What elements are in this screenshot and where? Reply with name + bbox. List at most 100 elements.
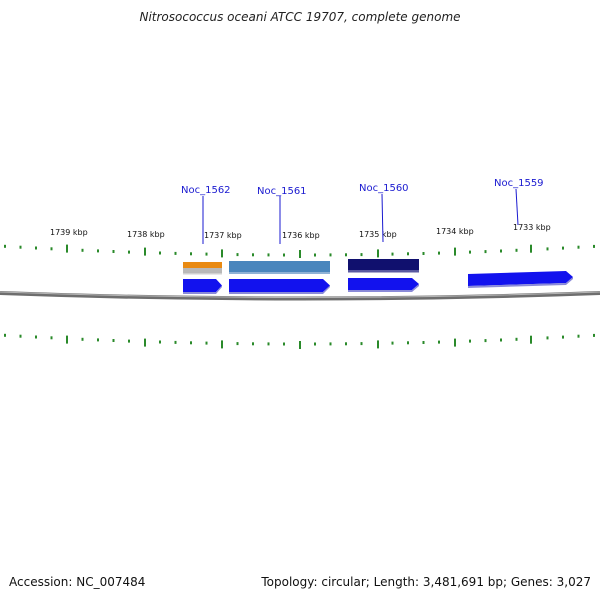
major-tick [299, 250, 301, 258]
minor-tick [360, 253, 363, 257]
minor-tick [97, 338, 99, 342]
minor-tick [314, 253, 316, 257]
minor-tick [407, 252, 409, 256]
minor-tick [562, 335, 564, 339]
gene-arrow-noc1559[interactable] [468, 271, 573, 288]
leader-line-noc1560 [381, 193, 384, 243]
scale-label-1738: 1738 kbp [127, 230, 165, 239]
major-tick [144, 338, 146, 347]
minor-tick [19, 334, 22, 338]
minor-tick [190, 252, 192, 256]
minor-tick [546, 336, 549, 340]
major-tick [144, 247, 146, 256]
minor-tick [515, 248, 518, 252]
minor-tick [422, 341, 425, 344]
gene-label-noc1560[interactable]: Noc_1560 [359, 183, 409, 194]
minor-tick [469, 250, 471, 254]
minor-tick [205, 341, 208, 345]
scale-label-1734: 1734 kbp [436, 227, 474, 236]
minor-tick [484, 339, 487, 343]
major-tick [66, 335, 68, 344]
accession-text: Accession: NC_007484 [9, 575, 146, 589]
minor-tick [562, 246, 564, 250]
minor-tick [19, 245, 22, 249]
minor-tick [267, 342, 270, 346]
minor-tick [4, 244, 6, 248]
minor-tick [391, 252, 394, 256]
scale-label-1739: 1739 kbp [50, 228, 88, 237]
scale-label-1735: 1735 kbp [359, 230, 397, 239]
minor-tick [190, 341, 192, 345]
gene-arrow-noc1562[interactable] [183, 279, 222, 294]
minor-tick [500, 338, 502, 342]
minor-tick [391, 341, 394, 345]
gene-arrow-noc1560[interactable] [348, 278, 419, 292]
minor-tick [515, 337, 518, 341]
minor-tick [407, 341, 409, 345]
minor-tick [593, 244, 595, 248]
minor-tick [236, 253, 239, 257]
cog-feature-noc1562[interactable] [183, 262, 222, 275]
minor-tick [283, 342, 285, 346]
gene-label-noc1562[interactable]: Noc_1562 [181, 185, 231, 196]
gene-label-noc1561[interactable]: Noc_1561 [257, 186, 307, 197]
minor-tick [159, 340, 161, 344]
minor-tick [35, 335, 37, 339]
minor-tick [174, 340, 177, 344]
major-tick [377, 340, 379, 349]
major-tick [221, 340, 223, 349]
minor-tick [81, 248, 84, 252]
minor-tick [314, 342, 316, 346]
minor-tick [438, 340, 440, 344]
minor-tick [35, 246, 37, 250]
minor-tick [236, 342, 239, 346]
genome-backbone [0, 291, 600, 301]
minor-tick [329, 253, 332, 257]
major-tick [454, 247, 456, 256]
inner-tick-ruler [4, 333, 595, 349]
minor-tick [174, 251, 177, 255]
scale-label-1733: 1733 kbp [513, 223, 551, 232]
scale-label-1736: 1736 kbp [282, 231, 320, 240]
scale-label-1737: 1737 kbp [204, 231, 242, 240]
major-tick [299, 341, 301, 349]
minor-tick [97, 249, 99, 253]
minor-tick [267, 253, 270, 257]
minor-tick [50, 247, 53, 251]
major-tick [530, 244, 532, 253]
minor-tick [360, 342, 363, 346]
cog-feature-noc1560[interactable] [348, 259, 419, 273]
minor-tick [252, 342, 254, 346]
gene-label-noc1559[interactable]: Noc_1559 [494, 178, 544, 189]
minor-tick [329, 342, 332, 346]
cog-feature-noc1561[interactable] [229, 261, 330, 274]
minor-tick [50, 336, 53, 340]
minor-tick [500, 249, 502, 253]
minor-tick [159, 251, 161, 255]
minor-tick [128, 339, 130, 343]
minor-tick [593, 333, 595, 337]
minor-tick [546, 247, 549, 251]
major-tick [454, 338, 456, 347]
genome-backbone-highlight [0, 291, 600, 298]
major-tick [530, 335, 532, 344]
minor-tick [81, 337, 84, 341]
minor-tick [112, 250, 115, 253]
minor-tick [469, 339, 471, 343]
genome-title: Nitrosococcus oceani ATCC 19707, complet… [139, 10, 461, 24]
genome-summary-text: Topology: circular; Length: 3,481,691 bp… [261, 575, 591, 589]
minor-tick [577, 245, 580, 249]
leader-line-noc1559 [515, 188, 519, 226]
minor-tick [283, 253, 285, 257]
minor-tick [422, 252, 425, 255]
minor-tick [128, 250, 130, 254]
gene-arrow-noc1561[interactable] [229, 279, 330, 294]
minor-tick [112, 339, 115, 342]
outer-tick-ruler [4, 244, 595, 258]
major-tick [377, 249, 379, 258]
minor-tick [484, 250, 487, 254]
major-tick [66, 244, 68, 253]
minor-tick [4, 333, 6, 337]
